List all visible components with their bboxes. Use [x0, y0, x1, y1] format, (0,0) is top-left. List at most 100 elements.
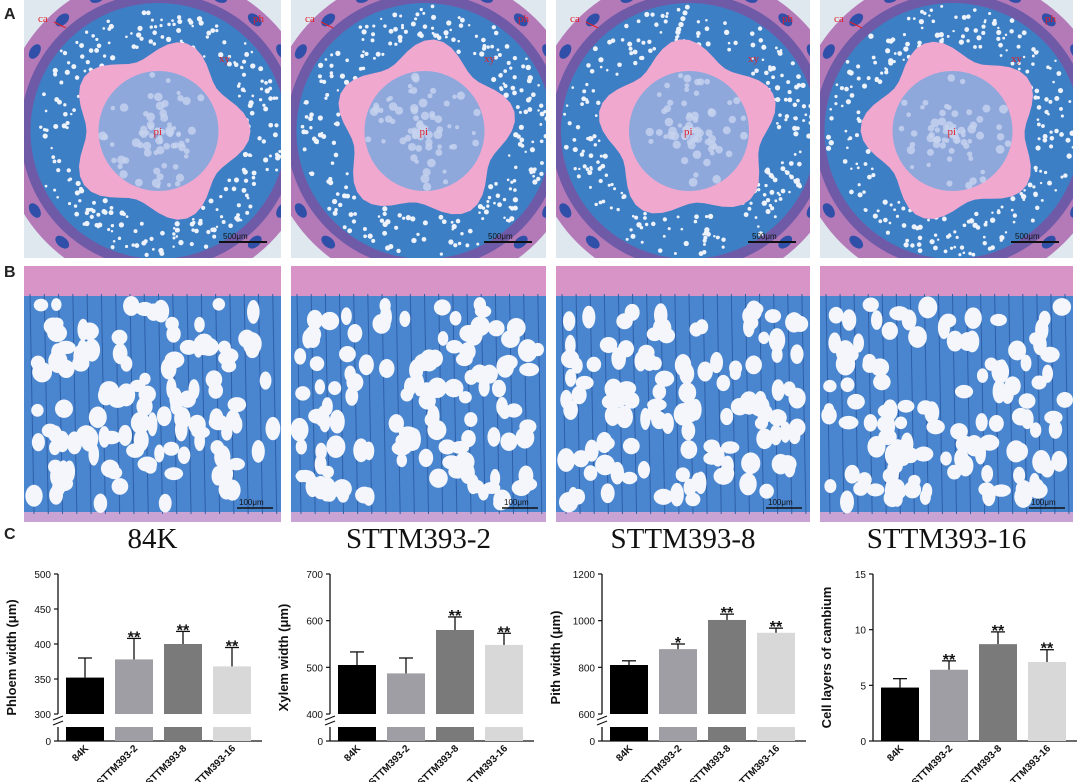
xylem-vessel [531, 92, 536, 98]
scale-bar-label: 500μm [223, 232, 248, 241]
pith-cell [429, 113, 436, 121]
xylem-vessel [456, 49, 461, 55]
xylem-vessel [592, 134, 597, 139]
xylem-vessel [308, 116, 313, 122]
xylem-vessel [84, 220, 90, 227]
phloem-fiber [778, 13, 793, 27]
xylem-vessel [761, 44, 767, 50]
vessel [245, 341, 260, 359]
xylem-vessel [987, 246, 992, 251]
bar-base [610, 727, 648, 741]
xylem-vessel [362, 227, 367, 231]
y-tick-label: 400 [34, 640, 51, 651]
ray-line [867, 293, 873, 515]
xylem-vessel [770, 206, 775, 211]
pith-cell [410, 72, 420, 82]
xylem-vessel [101, 209, 107, 215]
xylem-vessel [1068, 100, 1072, 103]
pith-cell [167, 182, 172, 188]
xylem-vessel [74, 190, 80, 196]
vessel [312, 475, 329, 500]
significance-mark: ** [992, 623, 1005, 640]
xylem-vessel [996, 29, 1002, 36]
xylem-vessel [796, 74, 801, 79]
xylem-vessel [497, 202, 502, 208]
xylem-vessel [459, 17, 465, 23]
xylem-vessel [1060, 175, 1064, 179]
vessel [294, 348, 307, 365]
xylem-vessel [1031, 62, 1035, 66]
xylem-vessel [206, 30, 212, 36]
xylem-vessel [422, 24, 428, 29]
pith-cell [712, 175, 721, 184]
xylem-vessel [1054, 188, 1058, 192]
tissue-label-ph: ph [518, 13, 530, 25]
xylem-vessel [338, 202, 343, 208]
vessel [166, 377, 177, 400]
xylem-vessel [1071, 145, 1073, 149]
pith-cell [413, 115, 419, 122]
ray-line [72, 293, 78, 515]
xylem-vessel [416, 232, 420, 237]
xylem-vessel [616, 207, 620, 212]
x-tick-label: 84K [614, 743, 635, 764]
pith-cell [948, 147, 955, 154]
xylem-vessel [905, 41, 910, 47]
xylem-vessel [449, 28, 453, 32]
xylem-vessel [579, 152, 585, 157]
axis-break-mark [52, 720, 64, 726]
vessel [345, 386, 359, 406]
xylem-vessel [941, 216, 947, 222]
xylem-vessel [321, 133, 327, 139]
vessel [49, 485, 64, 505]
pith-cell [443, 179, 449, 185]
pith-cell [957, 126, 966, 135]
xylem-vessel [1054, 59, 1057, 63]
xylem-vessel [512, 90, 517, 96]
xylem-vessel [64, 69, 70, 75]
xylem-vessel [393, 26, 398, 32]
vessel [225, 409, 241, 430]
vessel [917, 402, 929, 415]
xylem-vessel [202, 55, 206, 58]
pith-cell [980, 169, 986, 175]
micrograph-b-sttm393-8: 100μm [556, 266, 810, 522]
genotype-label-84k: 84K [127, 523, 178, 555]
vessel [739, 472, 757, 496]
xylem-vessel [317, 62, 324, 68]
xylem-vessel [703, 243, 706, 246]
panel-label-a: A [4, 6, 16, 23]
ray-line [409, 293, 415, 515]
vessel [265, 416, 281, 441]
xylem-vessel [952, 29, 955, 33]
xylem-vessel [765, 198, 771, 203]
xylem-vessel [392, 12, 398, 18]
xylem-vessel [108, 210, 114, 216]
xylem-vessel [641, 40, 646, 45]
xylem-vessel [453, 243, 458, 248]
xylem-vessel [208, 198, 214, 204]
xylem-vessel [905, 238, 910, 243]
pith-cell [928, 131, 935, 138]
xylem-vessel [481, 217, 485, 221]
pith-cell [906, 146, 916, 155]
xylem-vessel [576, 174, 581, 179]
xylem-vessel [1009, 29, 1014, 34]
phloem-fiber [55, 13, 70, 27]
xylem-vessel [856, 166, 860, 170]
bar [213, 666, 251, 714]
xylem-vessel [780, 188, 786, 194]
pith-cell [143, 148, 152, 157]
xylem-vessel [242, 151, 249, 158]
xylem-vessel [783, 97, 788, 102]
xylem-vessel [973, 45, 977, 49]
xylem-vessel [596, 160, 600, 164]
xylem-vessel [751, 71, 756, 76]
xylem-vessel [789, 174, 794, 180]
bar-base [387, 727, 425, 741]
xylem-vessel [341, 193, 348, 199]
y-tick-label: 0 [45, 737, 51, 748]
pith-cell [177, 94, 184, 102]
vessel [957, 455, 974, 477]
vessel [135, 301, 155, 317]
